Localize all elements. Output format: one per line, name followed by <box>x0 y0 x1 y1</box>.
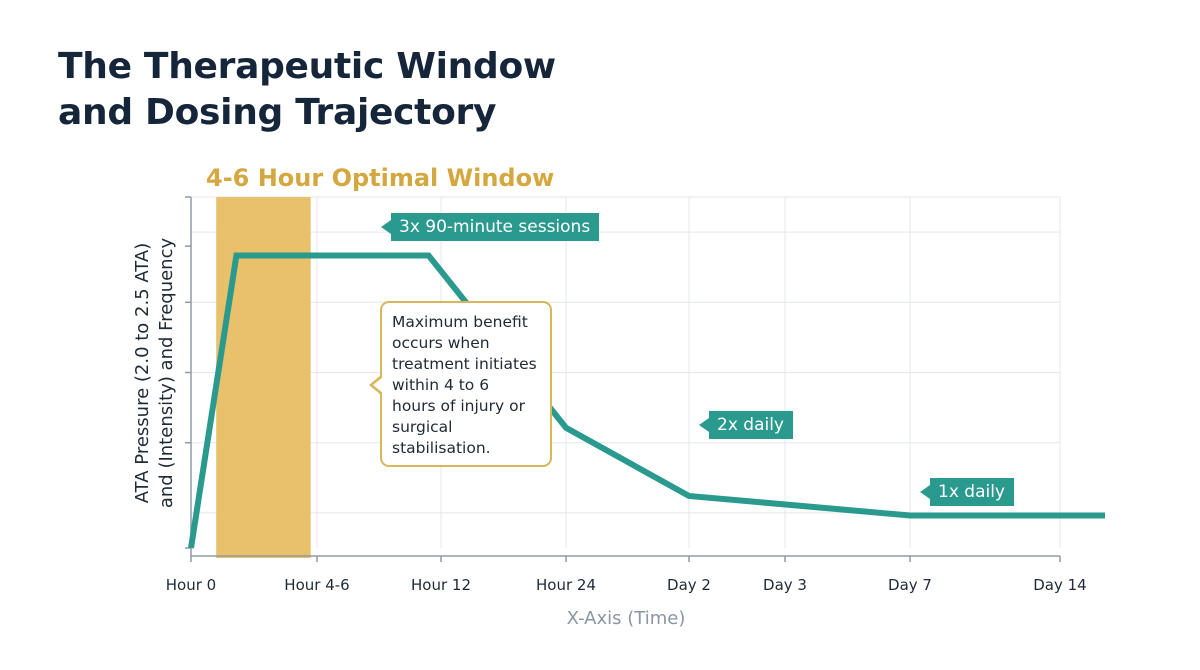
x-tick-label: Hour 0 <box>166 576 216 594</box>
x-tick-label: Hour 4-6 <box>284 576 349 594</box>
callout-line: within 4 to 6 <box>392 376 490 394</box>
y-axis-label-line-1: ATA Pressure (2.0 to 2.5 ATA) <box>132 243 153 504</box>
page-title-line-1: The Therapeutic Window <box>58 46 556 87</box>
once-daily-tag: 1x daily <box>920 478 1014 506</box>
x-tick-label: Day 2 <box>667 576 711 594</box>
page-title-line-2: and Dosing Trajectory <box>58 92 497 133</box>
callout-line: treatment initiates <box>392 355 537 373</box>
y-axis-label: ATA Pressure (2.0 to 2.5 ATA) and (Inten… <box>132 238 177 509</box>
max-benefit-callout: Maximum benefit occurs when treatment in… <box>369 301 552 467</box>
page-title: The Therapeutic Window and Dosing Trajec… <box>58 44 556 136</box>
callout-line: hours of injury or <box>392 397 525 415</box>
callout-line: surgical <box>392 418 453 436</box>
optimal-window-band <box>216 197 311 558</box>
callout-line: Maximum benefit <box>392 313 528 331</box>
x-tick-labels: Hour 0 Hour 4-6 Hour 12 Hour 24 Day 2 Day 3 Da… <box>166 576 1087 594</box>
x-tick-label: Day 14 <box>1033 576 1086 594</box>
x-tick-label: Day 3 <box>763 576 807 594</box>
x-tick-label: Hour 24 <box>536 576 596 594</box>
optimal-window-label: 4-6 Hour Optimal Window <box>206 164 554 192</box>
x-axis-label: X-Axis (Time) <box>567 608 686 629</box>
callout-line: occurs when <box>392 334 490 352</box>
sessions-tag: 3x 90-minute sessions <box>380 213 600 241</box>
chart-axes <box>185 196 1061 562</box>
x-tick-label: Hour 12 <box>411 576 471 594</box>
callout-line: stabilisation. <box>392 439 491 457</box>
y-axis-label-line-2: and (Intensity) and Frequency <box>156 238 177 509</box>
twice-daily-tag: 2x daily <box>699 411 793 439</box>
x-tick-label: Day 7 <box>888 576 932 594</box>
